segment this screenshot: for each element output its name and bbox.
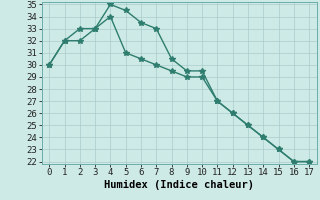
X-axis label: Humidex (Indice chaleur): Humidex (Indice chaleur) bbox=[104, 180, 254, 190]
